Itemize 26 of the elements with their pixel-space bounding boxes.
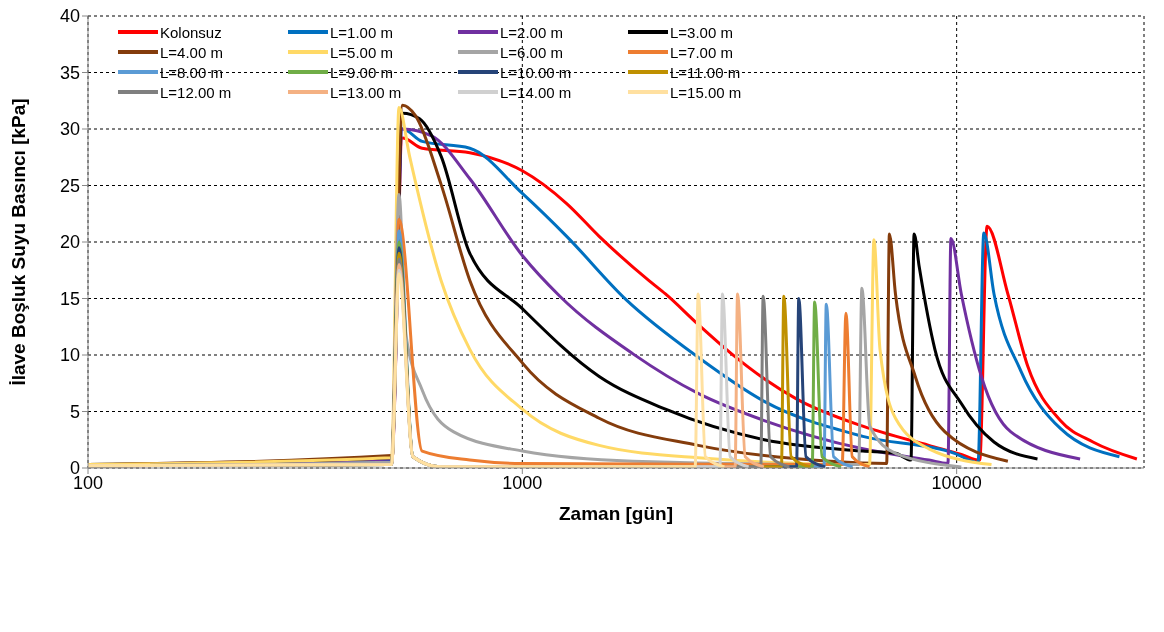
legend-label: Kolonsuz bbox=[160, 23, 222, 41]
legend-label: L=3.00 m bbox=[670, 23, 733, 41]
y-tick-label: 30 bbox=[59, 119, 80, 140]
y-tick-label: 20 bbox=[59, 232, 80, 253]
legend-label: L=1.00 m bbox=[330, 23, 393, 41]
legend-label: L=14.00 m bbox=[500, 83, 572, 101]
y-tick-label: 5 bbox=[69, 401, 80, 422]
y-axis-title: İlave Boşluk Suyu Basıncı [kPa] bbox=[7, 98, 29, 386]
x-tick-label: 1000 bbox=[502, 472, 543, 493]
legend-label: L=5.00 m bbox=[330, 43, 393, 61]
legend-label: L=12.00 m bbox=[160, 83, 232, 101]
legend-label: L=11.00 m bbox=[670, 63, 741, 81]
legend-label: L=9.00 m bbox=[330, 63, 393, 81]
y-tick-label: 10 bbox=[59, 345, 80, 366]
y-tick-label: 35 bbox=[59, 62, 80, 83]
x-tick-label: 10000 bbox=[931, 472, 982, 493]
legend-label: L=13.00 m bbox=[330, 83, 402, 101]
y-tick-label: 40 bbox=[59, 6, 80, 27]
legend-label: L=2.00 m bbox=[500, 23, 563, 41]
y-tick-label: 15 bbox=[59, 288, 80, 309]
legend-label: L=6.00 m bbox=[500, 43, 563, 61]
legend-label: L=4.00 m bbox=[160, 43, 223, 61]
legend-label: L=15.00 m bbox=[670, 83, 742, 101]
legend-label: L=7.00 m bbox=[670, 43, 733, 61]
x-axis-title: Zaman [gün] bbox=[559, 503, 673, 524]
y-tick-label: 25 bbox=[59, 175, 80, 196]
